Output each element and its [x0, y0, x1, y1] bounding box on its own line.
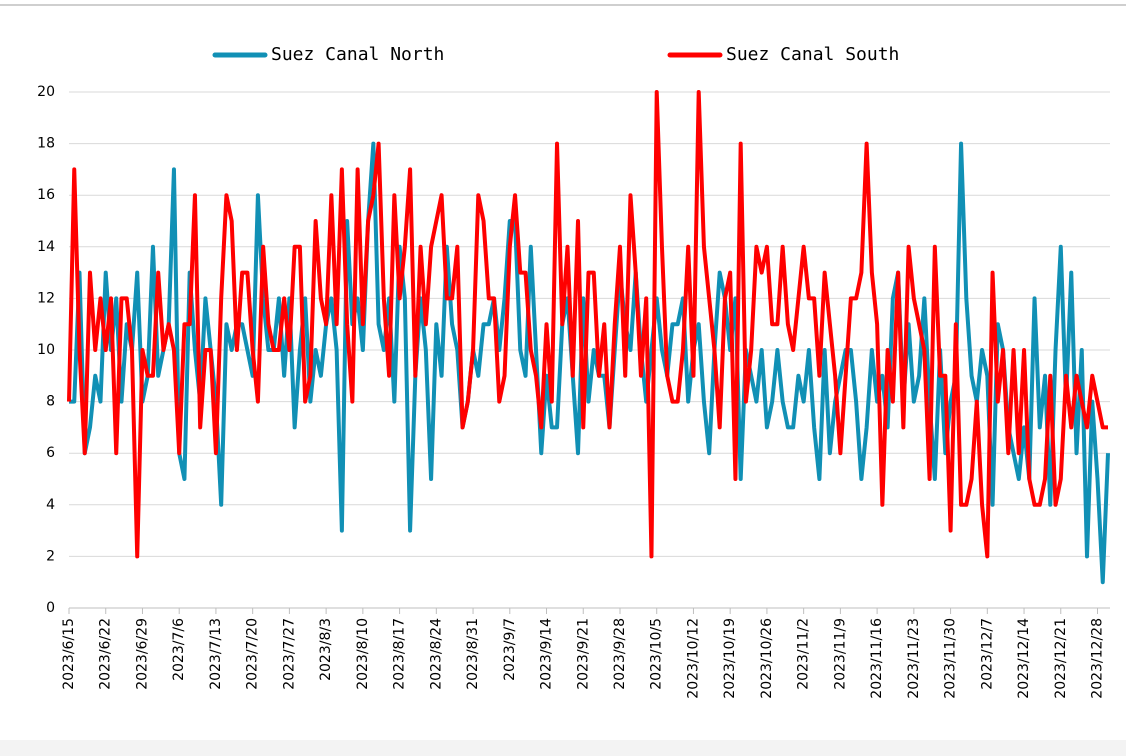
x-tick-label: 2023/9/21 [575, 618, 591, 690]
x-tick-label: 2023/7/27 [281, 618, 297, 690]
x-tick-label: 2023/11/9 [832, 618, 848, 690]
y-tick-label: 8 [46, 394, 55, 410]
x-tick-label: 2023/6/29 [134, 618, 150, 690]
x-tick-label: 2023/8/17 [392, 618, 408, 690]
x-tick-label: 2023/8/24 [428, 618, 444, 690]
x-tick-label: 2023/12/7 [979, 618, 995, 690]
x-tick-label: 2023/12/14 [1016, 618, 1032, 699]
x-tick-label: 2023/11/16 [869, 618, 885, 699]
series-line [69, 141, 1110, 585]
x-tick-label: 2023/11/30 [943, 618, 959, 699]
x-tick-label: 2023/9/7 [502, 618, 518, 681]
y-tick-label: 18 [37, 136, 55, 152]
x-tick-label: 2023/8/31 [465, 618, 481, 690]
x-tick-label: 2023/10/26 [759, 618, 775, 699]
x-tick-label: 2023/8/10 [355, 618, 371, 690]
x-tick-label: 2023/7/13 [208, 618, 224, 690]
y-tick-label: 4 [46, 497, 55, 513]
series-line [67, 90, 1108, 559]
x-tick-label: 2023/9/14 [539, 618, 555, 690]
y-tick-label: 16 [37, 187, 55, 203]
y-tick-label: 14 [37, 239, 55, 255]
y-tick-label: 20 [37, 84, 55, 100]
x-tick-label: 2023/11/23 [906, 618, 922, 699]
legend-label: Suez Canal North [271, 44, 444, 65]
x-tick-label: 2023/7/6 [171, 618, 187, 681]
x-tick-label: 2023/11/2 [796, 618, 812, 690]
legend-label: Suez Canal South [726, 44, 899, 65]
x-tick-label: 2023/7/20 [245, 618, 261, 690]
y-tick-label: 2 [46, 548, 55, 564]
y-tick-label: 10 [37, 342, 55, 358]
x-tick-label: 2023/10/5 [649, 618, 665, 690]
y-tick-label: 12 [37, 290, 55, 306]
x-tick-label: 2023/10/12 [685, 618, 701, 699]
x-tick-label: 2023/8/3 [318, 618, 334, 681]
x-tick-label: 2023/6/22 [98, 618, 114, 690]
x-tick-label: 2023/6/15 [61, 618, 77, 690]
y-tick-label: 6 [46, 445, 55, 461]
x-tick-label: 2023/12/28 [1090, 618, 1106, 699]
y-tick-label: 0 [46, 600, 55, 616]
x-tick-label: 2023/9/28 [612, 618, 628, 690]
x-tick-label: 2023/12/21 [1053, 618, 1069, 699]
x-tick-label: 2023/10/19 [722, 618, 738, 699]
